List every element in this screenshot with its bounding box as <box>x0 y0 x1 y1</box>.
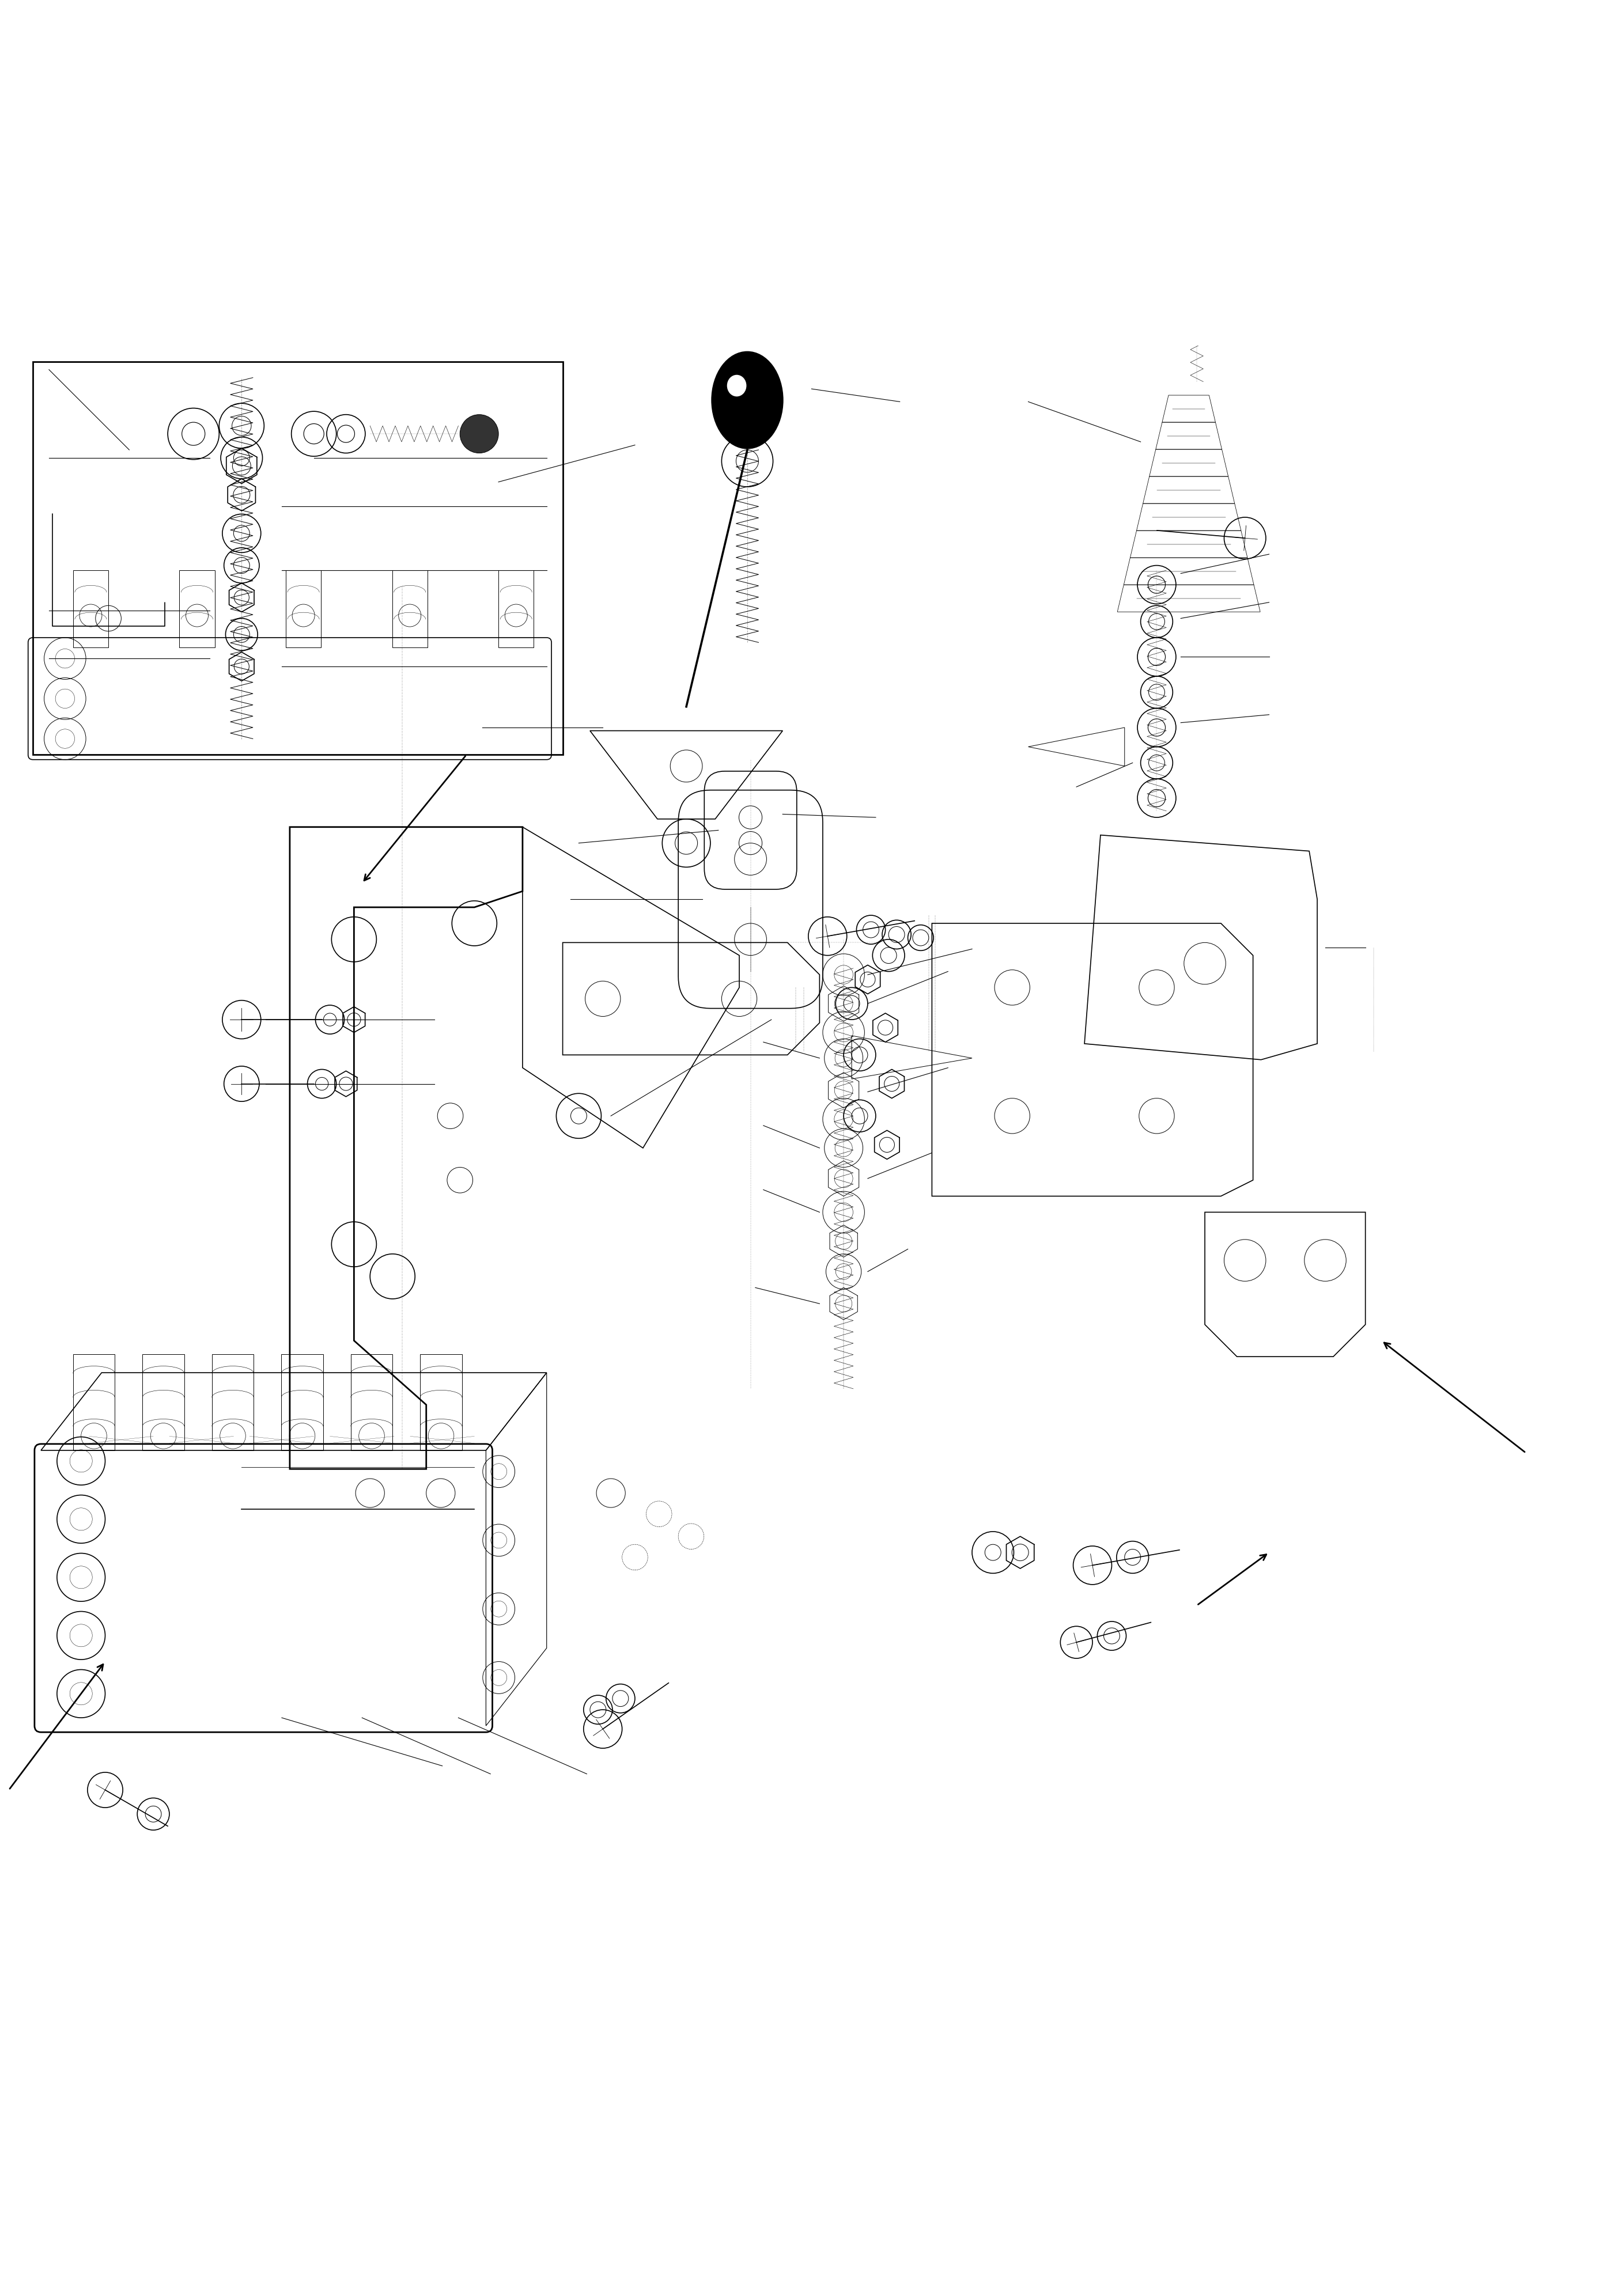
Bar <box>72 1355 114 1451</box>
Ellipse shape <box>712 351 783 448</box>
Bar <box>350 1355 392 1451</box>
Bar <box>72 569 108 647</box>
Bar <box>212 1355 254 1451</box>
Bar <box>498 569 534 647</box>
Bar <box>180 569 215 647</box>
Bar <box>286 569 321 647</box>
Bar <box>392 569 427 647</box>
Bar <box>32 360 562 755</box>
Ellipse shape <box>726 374 746 397</box>
Bar <box>419 1355 461 1451</box>
Bar <box>143 1355 185 1451</box>
Circle shape <box>460 416 498 452</box>
Bar <box>281 1355 323 1451</box>
